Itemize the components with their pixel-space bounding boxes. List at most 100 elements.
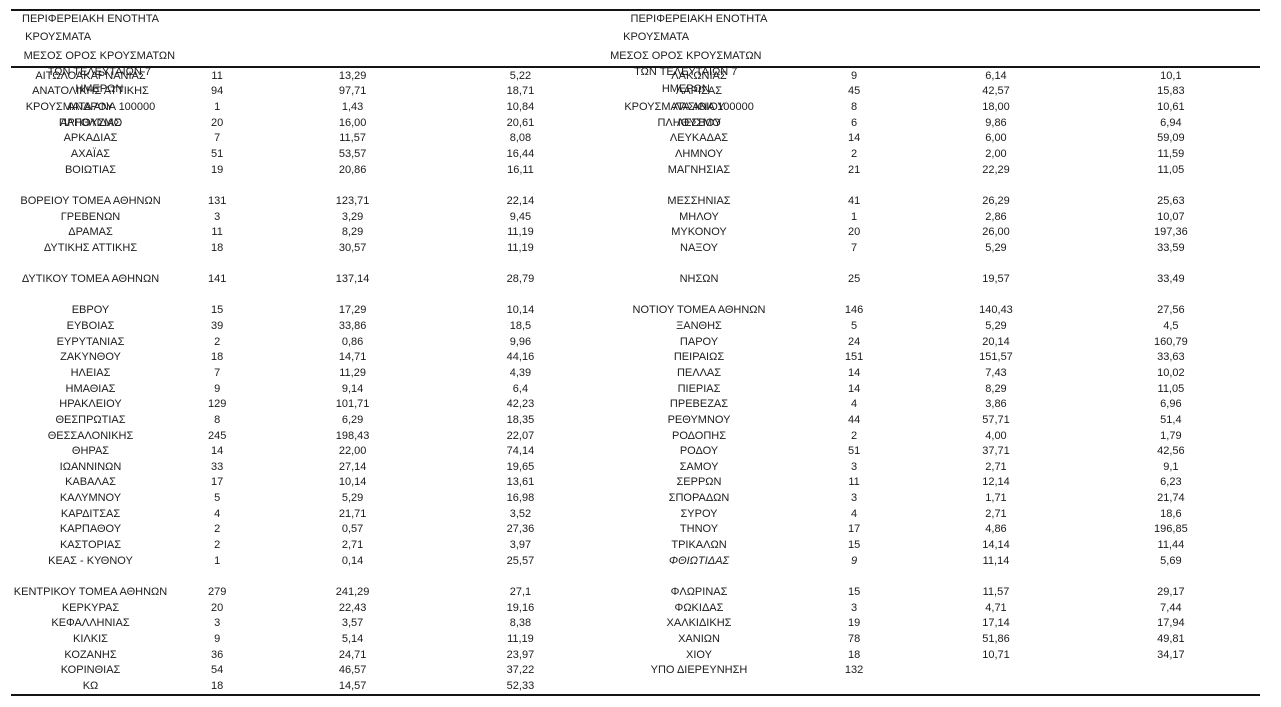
avg7-cell: 46,57 — [338, 664, 367, 677]
table-row: ΠΑΡΟΥ 24 20,14 160,79 — [600, 334, 1260, 350]
cases-cell: 24 — [847, 335, 861, 348]
cases-cell: 9 — [214, 382, 221, 395]
cases-cell: 9 — [214, 632, 221, 645]
header-per100k-line2: ΠΛΗΘΥΣΜΟ — [58, 117, 123, 130]
region-name-cell: ΒΟΡΕΙΟΥ ΤΟΜΕΑ ΑΘΗΝΩΝ — [20, 194, 161, 207]
avg7-cell: 6,14 — [985, 69, 1007, 82]
region-name-cell: ΠΙΕΡΙΑΣ — [677, 382, 721, 395]
header-region-label: ΠΕΡΙΦΕΡΕΙΑΚΗ ΕΝΟΤΗΤΑ — [22, 13, 159, 25]
table-row: ΘΕΣΠΡΩΤΙΑΣ 8 6,29 18,35 — [11, 412, 600, 428]
avg7-cell: 4,86 — [985, 523, 1007, 536]
table-row: ΚΑΡΠΑΘΟΥ 2 0,57 27,36 — [11, 522, 600, 538]
table-row: ΣΕΡΡΩΝ 11 12,14 6,23 — [600, 475, 1260, 491]
avg7-cell: 51,86 — [982, 632, 1010, 645]
per100k-cell: 27,36 — [506, 523, 535, 536]
per100k-cell: 19,65 — [506, 460, 535, 473]
table-row: ΦΘΙΩΤΙΔΑΣ 9 11,14 5,69 — [600, 553, 1260, 569]
per100k-cell — [441, 569, 600, 585]
per100k-cell: 11,05 — [1157, 382, 1185, 395]
per100k-cell: 33,49 — [1157, 273, 1185, 286]
per100k-cell: 5,22 — [509, 69, 532, 82]
cases-cell: 3 — [214, 210, 221, 223]
table-row: ΚΑΣΤΟΡΙΑΣ 2 2,71 3,97 — [11, 537, 600, 553]
cases-cell: 8 — [851, 101, 858, 114]
table-row-blank — [11, 569, 600, 585]
avg7-cell: 20,86 — [338, 163, 367, 176]
region-name-cell: ΛΑΣΙΘΙΟΥ — [673, 101, 725, 114]
table-row: ΛΕΥΚΑΔΑΣ 14 6,00 59,09 — [600, 131, 1260, 147]
per100k-cell — [441, 177, 600, 193]
per100k-cell: 25,57 — [506, 554, 535, 567]
avg7-cell: 12,14 — [982, 476, 1010, 489]
avg7-cell: 11,57 — [339, 132, 366, 145]
cases-cell: 54 — [211, 664, 224, 677]
cases-cell — [170, 569, 264, 585]
table-row-blank — [600, 569, 1260, 585]
avg7-cell: 6,00 — [985, 132, 1007, 145]
cases-cell: 279 — [207, 585, 227, 598]
per100k-cell: 11,19 — [507, 632, 534, 645]
avg7-cell: 2,71 — [341, 539, 364, 552]
region-name-cell: ΡΟΔΟΠΗΣ — [671, 429, 727, 442]
avg7-cell: 26,00 — [982, 226, 1010, 239]
region-name-cell: ΘΗΡΑΣ — [71, 445, 110, 458]
per100k-cell: 42,23 — [506, 398, 535, 411]
table-row: ΖΑΚΥΝΘΟΥ 18 14,71 44,16 — [11, 350, 600, 366]
avg7-cell: 9,14 — [341, 382, 364, 395]
header-per100k-line2: ΠΛΗΘΥΣΜΟ — [657, 117, 721, 130]
avg7-cell: 37,71 — [982, 445, 1010, 458]
per100k-cell: 8,38 — [509, 617, 532, 630]
cases-cell: 14 — [847, 132, 861, 145]
cases-cell: 1 — [214, 101, 221, 114]
cases-cell: 14 — [847, 382, 861, 395]
cases-cell: 3 — [851, 601, 858, 614]
avg7-cell: 101,71 — [335, 398, 370, 411]
avg7-cell: 8,29 — [341, 226, 364, 239]
avg7-cell: 10,71 — [982, 648, 1010, 661]
header-bottom-rule — [11, 66, 1260, 68]
per100k-cell: 59,09 — [1157, 132, 1185, 145]
per100k-cell: 16,98 — [506, 492, 535, 505]
per100k-cell — [1082, 569, 1260, 585]
region-name-cell: ΜΕΣΣΗΝΙΑΣ — [667, 194, 731, 207]
per100k-cell: 6,23 — [1160, 476, 1182, 489]
cases-cell: 3 — [851, 492, 858, 505]
per100k-cell: 6,96 — [1160, 398, 1182, 411]
region-name-cell: ΣΠΟΡΑΔΩΝ — [668, 492, 730, 505]
cases-cell: 1 — [851, 210, 858, 223]
cases-cell: 141 — [207, 273, 227, 286]
avg7-cell: 21,71 — [338, 507, 367, 520]
region-name-cell — [11, 287, 170, 303]
cases-cell: 41 — [847, 194, 861, 207]
header-cases: ΚΡΟΥΣΜΑΤΑ — [11, 29, 105, 47]
table-row: ΚΩ 18 14,57 52,33 — [11, 678, 600, 694]
per100k-cell: 10,14 — [506, 304, 535, 317]
cases-cell: 7 — [214, 366, 221, 379]
region-name-cell: ΛΕΣΒΟΥ — [676, 116, 722, 129]
per100k-cell — [1082, 662, 1260, 678]
cases-cell: 94 — [211, 85, 224, 98]
table-row: ΠΡΕΒΕΖΑΣ 4 3,86 6,96 — [600, 396, 1260, 412]
region-name-cell: ΚΑΡΔΙΤΣΑΣ — [60, 507, 121, 520]
table-row: ΜΥΚΟΝΟΥ 20 26,00 197,36 — [600, 224, 1260, 240]
per100k-cell: 10,02 — [1157, 366, 1185, 379]
per100k-cell: 15,83 — [1157, 85, 1185, 98]
table-row: ΚΕΡΚΥΡΑΣ 20 22,43 19,16 — [11, 600, 600, 616]
table-row: ΡΕΘΥΜΝΟΥ 44 57,71 51,4 — [600, 412, 1260, 428]
region-name-cell: ΡΟΔΟΥ — [679, 445, 719, 458]
region-name-cell: ΘΕΣΣΑΛΟΝΙΚΗΣ — [47, 429, 134, 442]
avg7-cell: 14,57 — [338, 679, 367, 692]
per100k-cell — [441, 287, 600, 303]
table-row: ΙΩΑΝΝΙΝΩΝ 33 27,14 19,65 — [11, 459, 600, 475]
region-name-cell: ΜΥΚΟΝΟΥ — [671, 226, 727, 239]
avg7-cell: 14,14 — [982, 539, 1010, 552]
table-row: ΠΕΙΡΑΙΩΣ 151 151,57 33,63 — [600, 350, 1260, 366]
cases-cell: 44 — [847, 413, 861, 426]
region-name-cell: ΘΕΣΠΡΩΤΙΑΣ — [55, 413, 126, 426]
cases-cell: 2 — [214, 539, 221, 552]
region-name-cell: ΝΗΣΩΝ — [679, 273, 719, 286]
cases-cell: 21 — [847, 163, 861, 176]
avg7-cell: 20,14 — [982, 335, 1010, 348]
region-name-cell: ΒΟΙΩΤΙΑΣ — [64, 163, 117, 176]
table-row: ΚΕΝΤΡΙΚΟΥ ΤΟΜΕΑ ΑΘΗΝΩΝ 279 241,29 27,1 — [11, 584, 600, 600]
